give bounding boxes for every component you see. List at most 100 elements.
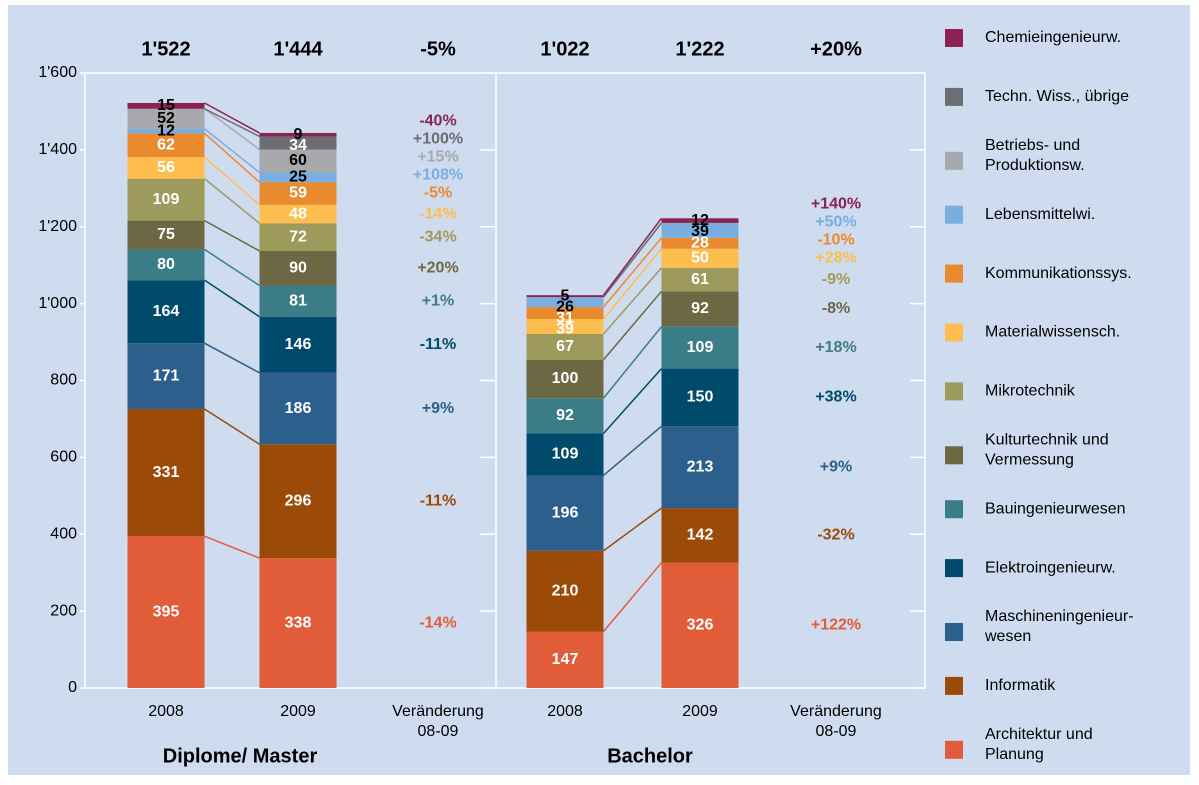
value-label: 196 (552, 504, 579, 521)
y-tick-label: 600 (50, 449, 77, 466)
bar-segment (526, 297, 604, 308)
bar-segment (127, 536, 205, 688)
connector-line (204, 342, 260, 374)
bar-segment (661, 237, 739, 249)
value-label: 56 (157, 159, 175, 176)
total-label: 1'022 (540, 38, 589, 60)
bar-segment (259, 172, 337, 183)
total-label: 1'444 (273, 38, 323, 60)
connector-line (602, 267, 663, 335)
bar-segment (259, 444, 337, 559)
change-label: +15% (417, 149, 458, 166)
total-label: +20% (810, 38, 862, 60)
legend-swatch (945, 264, 963, 283)
bar-segment (259, 285, 337, 317)
connector-line (602, 290, 663, 361)
value-label: 395 (153, 603, 180, 620)
connector-line (204, 156, 260, 206)
change-label: +100% (413, 131, 463, 148)
change-label: -32% (817, 527, 854, 544)
bar-segment (526, 307, 604, 319)
value-label: 92 (691, 300, 709, 317)
connector-line (602, 562, 663, 632)
change-label: -8% (822, 300, 850, 317)
bar-segment (259, 250, 337, 286)
value-label: 331 (153, 464, 180, 481)
bar-segment (661, 368, 739, 427)
value-label: 12 (691, 212, 709, 229)
connector-line (204, 108, 260, 151)
legend-swatch (945, 87, 963, 106)
change-label: -34% (419, 228, 456, 245)
change-label: +28% (815, 249, 856, 266)
legend-swatch (945, 205, 963, 224)
change-label: -11% (420, 336, 456, 353)
bar-segment (259, 182, 337, 205)
value-label: 25 (289, 169, 307, 186)
connector-line (602, 217, 663, 296)
value-label: 92 (556, 407, 574, 424)
connector-line (204, 102, 260, 134)
x-tick-label: 2008 (547, 703, 583, 720)
legend-swatch (945, 29, 963, 47)
bar-segment (259, 136, 337, 150)
value-label: 60 (289, 152, 307, 169)
value-label: 72 (289, 228, 307, 245)
y-tick-label: 1'000 (38, 295, 77, 312)
value-label: 213 (687, 458, 714, 475)
bar-segment (127, 343, 205, 409)
total-label: 1'222 (675, 38, 724, 60)
legend-swatch (945, 559, 963, 578)
value-label: 90 (289, 259, 307, 276)
legend-label: Kulturtechnik und Vermessung (985, 432, 1109, 469)
change-label: +140% (811, 195, 861, 212)
bar-segment (127, 133, 205, 158)
bar-segment (661, 508, 739, 563)
value-label: 26 (556, 298, 574, 315)
connector-line (204, 248, 260, 287)
value-label: 62 (157, 136, 175, 153)
value-label: 296 (285, 492, 312, 509)
change-label: +20% (417, 259, 458, 276)
bar-segment (259, 223, 337, 251)
legend-swatch (945, 446, 963, 465)
bar-segment (526, 398, 604, 434)
value-label: 150 (687, 389, 714, 406)
x-tick-label: Veränderung 08-09 (790, 703, 882, 740)
value-label: 109 (552, 446, 579, 463)
panel-title: Bachelor (607, 745, 693, 767)
legend-label: Architektur und Planung (985, 726, 1093, 763)
bar-segment (127, 220, 205, 250)
y-tick-label: 0 (68, 679, 77, 696)
value-label: 171 (153, 367, 180, 384)
bar-segment (661, 222, 739, 238)
value-label: 100 (552, 370, 579, 387)
legend-label: Chemieingenieurw. (985, 29, 1121, 46)
x-tick-label: 2009 (280, 703, 316, 720)
connector-line (603, 425, 662, 477)
value-label: 34 (289, 137, 307, 154)
legend-swatch (945, 323, 963, 342)
legend-swatch (945, 382, 963, 401)
change-label: -14% (419, 614, 456, 631)
bar-segment (661, 267, 739, 292)
value-label: 75 (157, 226, 175, 243)
value-label: 9 (294, 126, 303, 143)
value-label: 50 (691, 249, 709, 266)
bar-segment (259, 204, 337, 224)
legend-label: Informatik (985, 677, 1056, 694)
bar-segment (526, 550, 604, 632)
change-label: -9% (822, 271, 850, 288)
panel-title: Diplome/ Master (163, 745, 318, 767)
bar-segment (127, 157, 205, 179)
bar-segment (127, 178, 205, 221)
value-label: 5 (561, 287, 570, 304)
legend-label: Lebensmittelwi. (985, 206, 1095, 223)
bar-segment (526, 295, 604, 298)
legend-swatch (945, 623, 963, 641)
legend-label: Mikrotechnik (985, 383, 1076, 400)
value-label: 109 (153, 191, 180, 208)
legend-label: Techn. Wiss., übrige (985, 88, 1129, 105)
bar-segment (259, 558, 337, 688)
change-label: -40% (419, 113, 456, 130)
